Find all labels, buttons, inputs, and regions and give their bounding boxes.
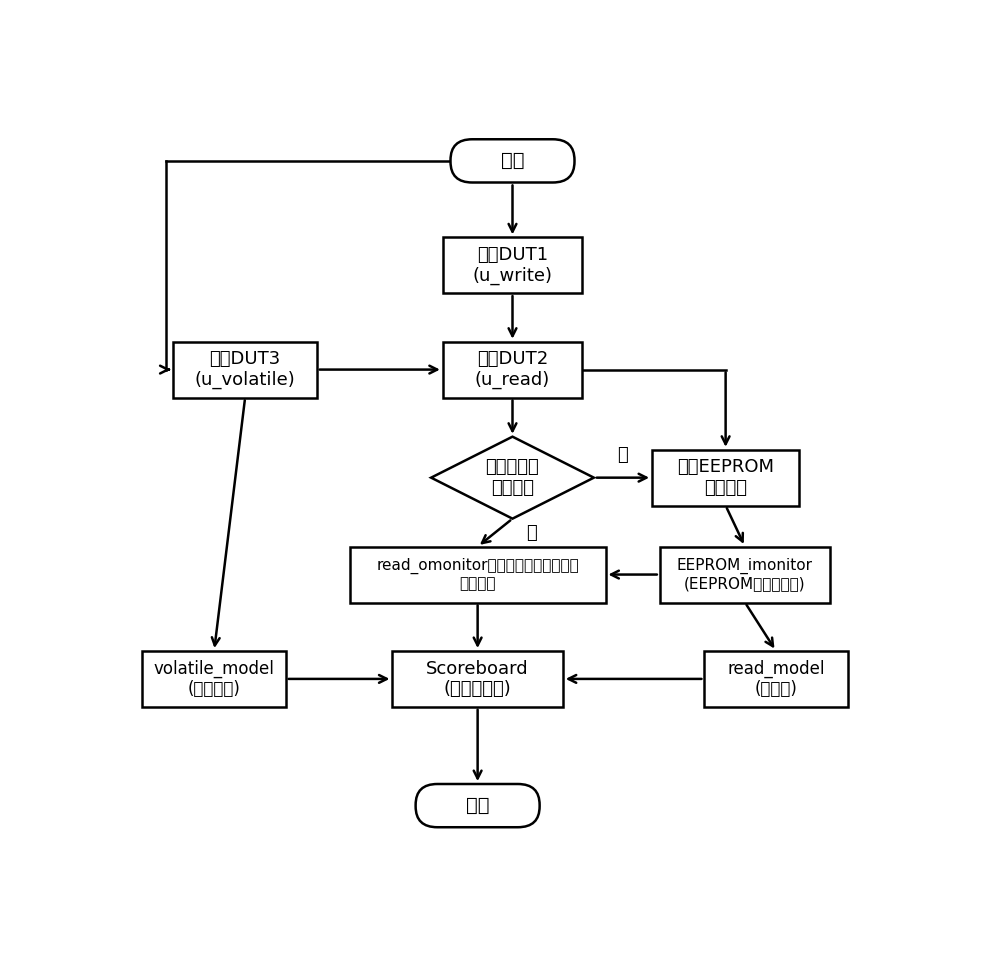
Text: EEPROM_imonitor
(EEPROM输入检测器): EEPROM_imonitor (EEPROM输入检测器): [677, 558, 813, 591]
Text: Scoreboard
(计分板模块): Scoreboard (计分板模块): [426, 659, 529, 698]
Bar: [660, 547, 830, 602]
Bar: [350, 547, 606, 602]
FancyBboxPatch shape: [416, 784, 540, 828]
Text: 否: 否: [618, 446, 628, 465]
FancyBboxPatch shape: [450, 139, 574, 183]
Text: read_model
(读模型): read_model (读模型): [727, 659, 825, 699]
Bar: [652, 450, 799, 505]
Text: 是: 是: [526, 524, 537, 542]
Bar: [704, 650, 848, 707]
Text: 停止: 停止: [466, 796, 489, 815]
Polygon shape: [431, 437, 594, 519]
Text: 判定是否为
有源数据: 判定是否为 有源数据: [486, 458, 539, 497]
Text: 驱动DUT1
(u_write): 驱动DUT1 (u_write): [473, 246, 552, 285]
Text: read_omonitor（读模块输出检测器）
采样数据: read_omonitor（读模块输出检测器） 采样数据: [376, 558, 579, 591]
Bar: [443, 237, 582, 293]
Bar: [142, 650, 286, 707]
Text: 驱动DUT2
(u_read): 驱动DUT2 (u_read): [475, 350, 550, 389]
Bar: [173, 342, 317, 398]
Bar: [443, 342, 582, 398]
Bar: [392, 650, 563, 707]
Text: 驱动DUT3
(u_volatile): 驱动DUT3 (u_volatile): [195, 350, 296, 389]
Text: volatile_model
(有源模型): volatile_model (有源模型): [154, 659, 275, 699]
Text: 开始: 开始: [501, 151, 524, 170]
Text: 访问EEPROM
存储数据: 访问EEPROM 存储数据: [677, 458, 774, 497]
